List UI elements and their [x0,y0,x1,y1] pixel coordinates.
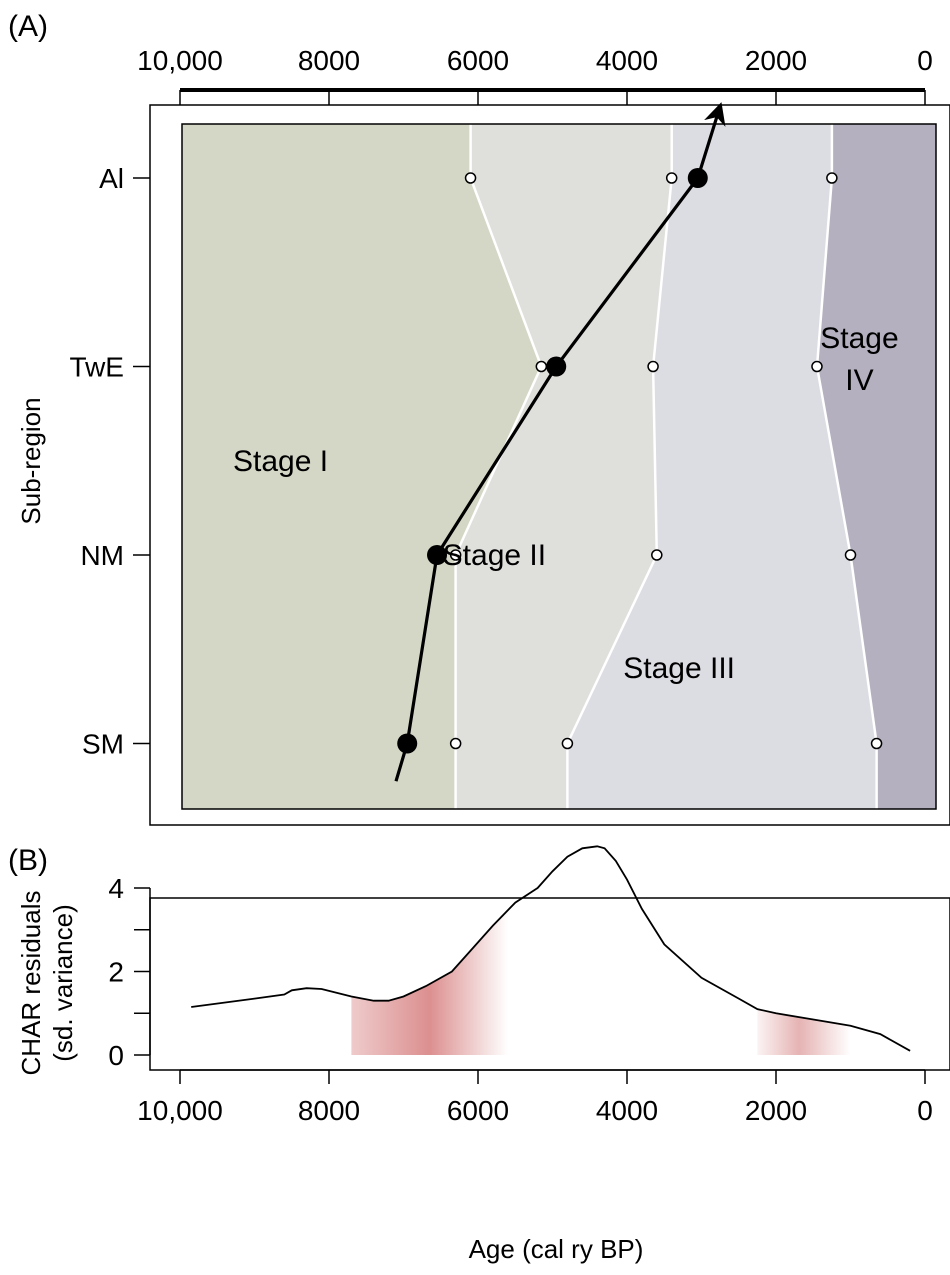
boundary-point-2-NM [651,549,663,561]
panel-a-x-tick-label-4: 2000 [745,45,807,76]
panel-b-y-axis: 0 2 4 [108,873,151,1071]
panel-b-y-tick-label-0: 0 [108,1040,124,1071]
panel-a-y-tick-label-3: SM [82,729,124,760]
char-residuals-line-0 [191,845,911,1052]
panel-a-plot-area [182,124,936,809]
boundary-point-2-SM [561,737,574,750]
panel-b-y-axis-title-line2: (sd. variance) [48,904,78,1062]
panel-a-y-tick-label-0: Al [99,163,124,194]
panel-a-x-tick-label-0: 10,000 [137,45,223,76]
panel-b-x-tick-label-5: 0 [917,1095,933,1126]
boundary-point-1-NM [449,549,462,561]
panel-b-x-tick-label-1: 8000 [298,1095,360,1126]
panel-a-x-axis: 10,000 8000 6000 4000 2000 0 [137,45,933,105]
panel-b-x-tick-label-4: 2000 [745,1095,807,1126]
panel-a-x-tick-label-3: 4000 [596,45,658,76]
stage-label-4: Stage [820,322,898,355]
panel-b-series [191,845,911,1052]
shaded-period-2 [757,1009,851,1055]
panel-b-y-axis-title-line1: CHAR residuals [16,891,46,1076]
panel-b-shaded-periods [351,910,851,1055]
panel-a-y-tick-label-1: TwE [70,352,124,383]
boundary-point-3-Al [826,172,838,184]
boundary-point-2-Al [665,172,678,184]
boundary-point-3-SM [870,737,883,750]
panel-b-x-axis: 10,000 8000 6000 4000 2000 0 [137,1069,933,1126]
panel-a-y-axis-title: Sub-region [16,397,46,524]
panel-b-y-tick-label-4: 4 [108,873,124,904]
shaded-period-1 [351,910,508,1055]
trend-point-SM [397,733,418,754]
panel-a-x-tick-label-5: 0 [917,45,933,76]
boundary-point-1-Al [464,172,477,184]
panel-a-x-tick-label-2: 6000 [447,45,509,76]
panel-a-label: (A) [8,10,48,43]
stage-label-2: Stage II [443,539,546,572]
panel-b-x-tick-label-2: 6000 [447,1095,509,1126]
trend-point-TwE [546,356,567,377]
stage-region-4 [817,124,936,809]
trend-point-NM [427,545,448,565]
boundary-point-2-TwE [647,360,659,373]
trend-point-Al [687,168,708,188]
stage-region-2 [455,124,672,809]
boundary-point-3-NM [844,549,857,561]
boundary-point-1-TwE [535,360,548,373]
panel-b-y-tick-label-2: 2 [108,957,124,988]
panel-a-inner-frame [181,123,937,810]
panel-a-frame [149,104,950,826]
panel-b-x-tick-label-3: 4000 [596,1095,658,1126]
panel-b-label: (B) [8,844,48,877]
stage-label-4-line2: IV [845,364,873,397]
panel-b-x-tick-label-0: 10,000 [137,1095,223,1126]
panel-a-y-axis: Al TwE NM SM [70,163,150,760]
panel-a-y-tick-label-2: NM [80,540,124,571]
panel-a-x-tick-label-1: 8000 [298,45,360,76]
panel-a-trend [394,102,726,782]
panel-b-x-axis-title: Age (cal ry BP) [469,1234,644,1264]
boundary-point-3-TwE [811,360,823,373]
stage-region-3 [567,124,877,809]
stage-label-3: Stage III [623,652,735,685]
stage-region-1 [182,124,542,809]
stage-label-1: Stage I [233,445,328,478]
stage-boundary-3 [815,124,878,809]
stage-boundary-2 [566,124,673,809]
boundary-point-1-SM [449,737,462,750]
panel-a-stage-labels: Stage I Stage II Stage III Stage IV [233,322,899,685]
